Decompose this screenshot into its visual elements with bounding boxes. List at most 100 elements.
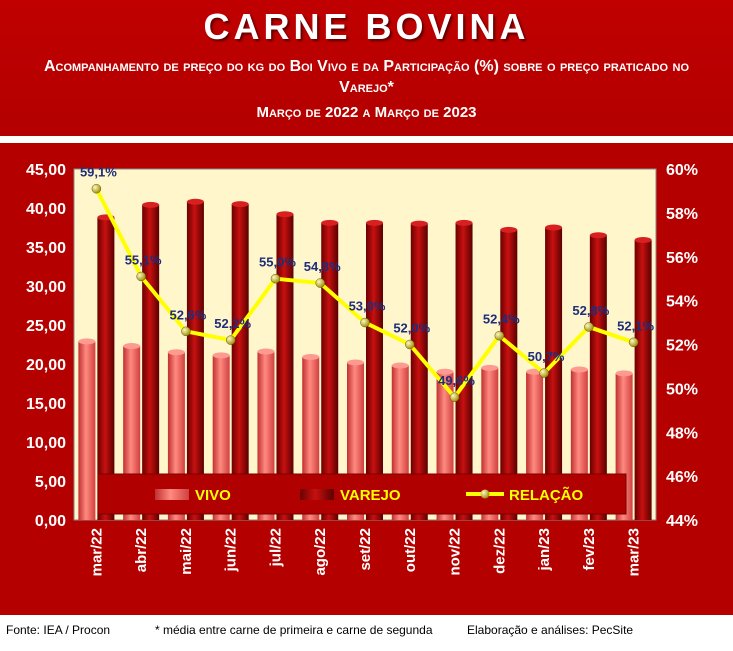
varejo-bar bbox=[455, 222, 473, 520]
y-left-tick-label: 45,00 bbox=[26, 162, 66, 179]
relacao-point bbox=[405, 339, 415, 350]
relacao-point bbox=[628, 337, 639, 348]
relacao-point bbox=[136, 271, 146, 282]
y-left-tick-label: 25,00 bbox=[26, 318, 66, 335]
relacao-point bbox=[181, 326, 191, 337]
varejo-bar-top bbox=[366, 219, 383, 226]
x-tick-label: mar/22 bbox=[88, 528, 105, 576]
varejo-bar-top bbox=[186, 198, 204, 205]
vivo-bar-top bbox=[212, 352, 230, 359]
varejo-bar bbox=[545, 227, 563, 520]
x-tick-label: dez/22 bbox=[491, 528, 508, 574]
relacao-line-series bbox=[91, 183, 639, 402]
relacao-data-label: 55,0% bbox=[259, 255, 296, 270]
varejo-bar bbox=[634, 239, 652, 520]
y-right-tick-label: 54% bbox=[666, 294, 698, 311]
x-tick-label: jul/22 bbox=[267, 528, 284, 567]
varejo-bar-top bbox=[589, 232, 607, 239]
page-subtitle: Acompanhamento de preço do kg do Boi Viv… bbox=[43, 58, 690, 96]
varejo-bar bbox=[231, 204, 249, 520]
vivo-bar-top bbox=[347, 359, 364, 366]
relacao-point bbox=[315, 278, 325, 288]
relacao-data-label: 53,0% bbox=[349, 299, 386, 314]
vivo-bar-top bbox=[436, 368, 454, 375]
vivo-bar-top bbox=[167, 349, 185, 356]
legend-vivo-label: VIVO bbox=[195, 487, 231, 504]
y-right-tick-label: 58% bbox=[666, 206, 698, 223]
x-tick-label: abr/22 bbox=[133, 528, 150, 572]
relacao-data-label: 52,2% bbox=[214, 316, 251, 331]
varejo-bar-top bbox=[410, 220, 428, 227]
relacao-point bbox=[225, 335, 236, 345]
y-right-tick-label: 50% bbox=[666, 381, 698, 398]
varejo-bar-top bbox=[231, 201, 249, 208]
y-axis-right: 44% 46% 48% 50% 52% 54% 56% 58% 60% bbox=[666, 162, 698, 530]
relacao-data-label: 52,4% bbox=[483, 312, 520, 327]
x-tick-label: fev/23 bbox=[581, 528, 598, 571]
legend-vivo-swatch bbox=[155, 489, 189, 500]
varejo-bar bbox=[366, 222, 383, 520]
varejo-bar bbox=[186, 201, 204, 520]
varejo-bar-top bbox=[276, 211, 294, 218]
y-left-tick-label: 15,00 bbox=[26, 396, 66, 413]
page-title: CARNE BOVINA bbox=[203, 6, 530, 47]
header-banner: CARNE BOVINA Acompanhamento de preço do … bbox=[0, 0, 733, 136]
relacao-point bbox=[360, 317, 370, 328]
varejo-bar-top bbox=[321, 219, 339, 226]
y-right-tick-label: 60% bbox=[666, 162, 698, 179]
y-left-tick-label: 10,00 bbox=[26, 435, 66, 452]
varejo-bar bbox=[589, 235, 607, 521]
relacao-data-label: 54,8% bbox=[304, 259, 341, 274]
period-label: Março de 2022 a Março de 2023 bbox=[256, 104, 477, 121]
y-right-tick-label: 46% bbox=[666, 469, 698, 486]
legend-relacao-label: RELAÇÃO bbox=[509, 486, 583, 504]
y-left-tick-label: 40,00 bbox=[26, 201, 66, 218]
y-right-tick-label: 44% bbox=[666, 513, 698, 530]
x-tick-label: mai/22 bbox=[178, 528, 195, 575]
varejo-bar bbox=[276, 214, 294, 520]
plot-background bbox=[73, 168, 657, 521]
relacao-data-label: 52,0% bbox=[393, 321, 430, 336]
vivo-bar-top bbox=[123, 343, 141, 350]
vivo-bar-top bbox=[615, 370, 633, 377]
y-left-tick-label: 20,00 bbox=[26, 357, 66, 374]
varejo-bar bbox=[500, 229, 518, 520]
relacao-data-label: 52,6% bbox=[169, 307, 206, 322]
legend-relacao-marker bbox=[480, 489, 490, 499]
relacao-data-label: 59,1% bbox=[80, 165, 117, 180]
vivo-bar-top bbox=[391, 362, 409, 369]
x-tick-label: out/22 bbox=[402, 528, 419, 572]
y-left-tick-label: 5,00 bbox=[35, 474, 66, 491]
varejo-bar bbox=[97, 217, 115, 521]
relacao-point bbox=[91, 183, 102, 194]
relacao-data-label: 52,1% bbox=[617, 318, 654, 333]
vivo-bar-top bbox=[481, 364, 499, 371]
relacao-point bbox=[494, 330, 505, 341]
varejo-bar-top bbox=[500, 226, 518, 233]
footer-credit: Elaboração e análises: PecSite bbox=[467, 623, 634, 637]
x-tick-label: set/22 bbox=[357, 528, 374, 571]
relacao-point bbox=[584, 322, 594, 332]
x-tick-label: jan/23 bbox=[536, 528, 553, 572]
y-axis-left: 0,00 5,00 10,00 15,00 20,00 25,00 30,00 35,00 40… bbox=[26, 162, 66, 530]
relacao-data-label: 50,7% bbox=[528, 349, 565, 364]
varejo-bars bbox=[97, 198, 652, 521]
relacao-point bbox=[539, 368, 549, 378]
relacao-data-label: 55,1% bbox=[125, 252, 162, 267]
x-tick-label: jun/22 bbox=[223, 528, 240, 572]
varejo-bar-top bbox=[545, 224, 563, 231]
vivo-bar-top bbox=[302, 353, 320, 360]
vivo-bar bbox=[78, 341, 96, 520]
varejo-bar bbox=[410, 223, 428, 520]
y-left-tick-label: 0,00 bbox=[35, 513, 66, 530]
footer: Fonte: IEA / Procon * média entre carne … bbox=[0, 621, 733, 651]
varejo-bar-top bbox=[634, 236, 652, 243]
y-right-tick-label: 56% bbox=[666, 250, 698, 267]
y-left-tick-label: 35,00 bbox=[26, 240, 66, 257]
y-left-tick-label: 30,00 bbox=[26, 279, 66, 296]
footer-source: Fonte: IEA / Procon bbox=[6, 623, 111, 637]
relacao-data-label: 49,6% bbox=[438, 373, 475, 388]
vivo-bar-top bbox=[570, 366, 588, 373]
x-tick-label: nov/22 bbox=[447, 528, 464, 576]
relacao-data-label: 52,8% bbox=[572, 303, 609, 318]
